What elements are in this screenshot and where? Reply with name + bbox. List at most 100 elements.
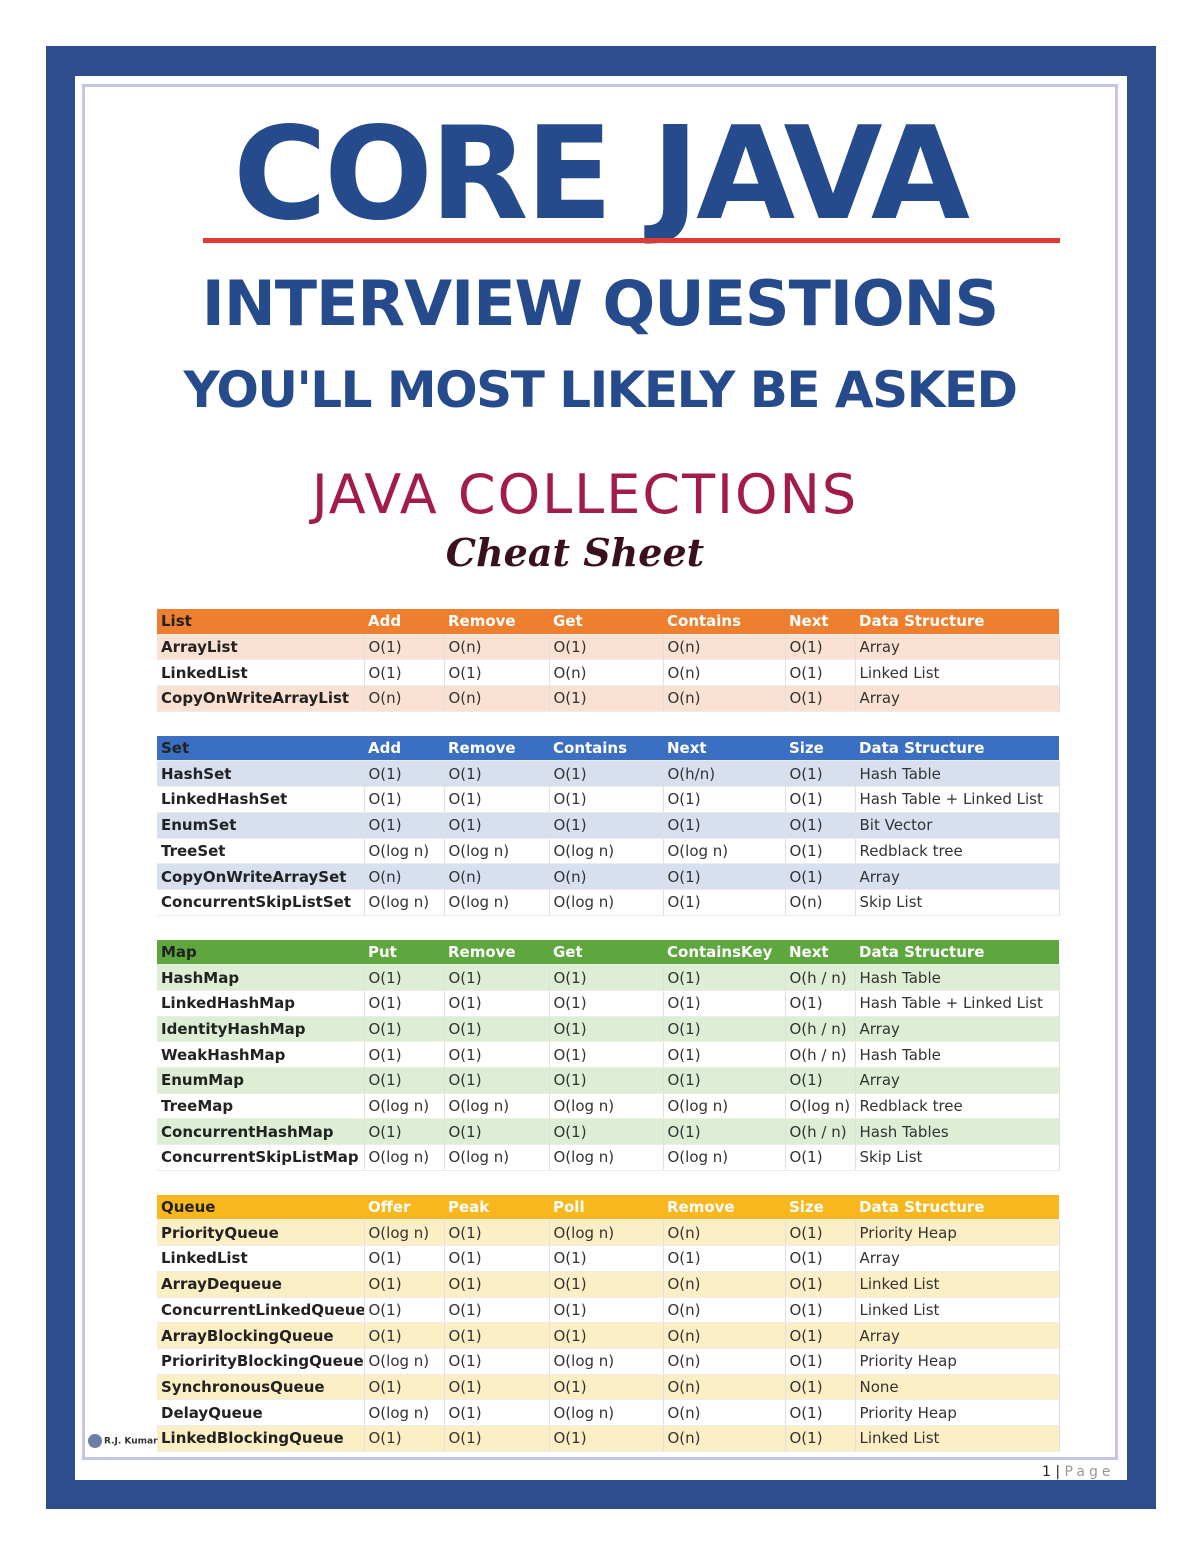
collection-name-cell: LinkedBlockingQueue xyxy=(157,1425,365,1452)
table-row: HashMap O(1) O(1) O(1) O(1) O(h / n) Hash Tabl… xyxy=(157,964,1060,991)
table-cell: O(1) xyxy=(549,1322,664,1349)
table-row: EnumMap O(1) O(1) O(1) O(1) O(1) Array xyxy=(157,1067,1060,1094)
list-header-cell: Add xyxy=(364,609,444,635)
table-cell: O(1) xyxy=(444,1041,550,1068)
table-cell: O(1) xyxy=(444,1016,550,1043)
table-cell: O(1) xyxy=(364,1118,445,1146)
table-row: WeakHashMap O(1) O(1) O(1) O(1) O(h / n) Hash … xyxy=(157,1041,1060,1068)
table-cell: O(1) xyxy=(444,1322,550,1349)
table-cell: O(1) xyxy=(364,1374,445,1401)
collection-name-cell: DelayQueue xyxy=(157,1399,365,1426)
table-cell: Redblack tree xyxy=(855,1093,1060,1120)
collection-name-cell: ConcurrentSkipListSet xyxy=(157,889,365,916)
table-row: LinkedList O(1) O(1) O(n) O(n) O(1) Linked Lis… xyxy=(157,659,1060,687)
collection-name-cell: PriorirityBlockingQueue xyxy=(157,1348,365,1375)
map-header-cell: Map xyxy=(157,939,364,966)
collection-name-cell: PriorityQueue xyxy=(157,1219,365,1247)
main-title: CORE JAVA xyxy=(233,100,970,249)
section-spacer xyxy=(157,1170,1059,1195)
table-cell: O(log n) xyxy=(549,889,664,916)
table-cell: O(n) xyxy=(663,685,786,712)
author-avatar-icon xyxy=(88,1434,102,1448)
table-row: CopyOnWriteArrayList O(n) O(n) O(1) O(n) O(1)… xyxy=(157,685,1060,712)
table-cell: O(1) xyxy=(785,1219,856,1247)
table-cell: O(1) xyxy=(785,1374,856,1401)
table-cell: O(log n) xyxy=(364,1348,445,1375)
table-cell: O(h / n) xyxy=(785,1016,856,1043)
table-cell: O(1) xyxy=(364,1041,445,1068)
set-header-cell: Add xyxy=(364,735,444,762)
table-cell: O(n) xyxy=(663,1374,786,1401)
map-header-cell: Next xyxy=(785,939,855,966)
queue-header-cell: Peak xyxy=(444,1194,549,1221)
table-cell: O(1) xyxy=(364,786,445,813)
collection-name-cell: ConcurrentSkipListMap xyxy=(157,1144,365,1171)
title-underline xyxy=(203,238,1060,243)
table-cell: O(1) xyxy=(785,786,856,813)
subtitle-most-likely: YOU'LL MOST LIKELY BE ASKED xyxy=(183,361,1018,419)
table-cell: O(1) xyxy=(549,964,664,991)
table-row: ConcurrentSkipListMap O(log n) O(log n) O(l… xyxy=(157,1144,1060,1171)
page-number: 1 xyxy=(1042,1464,1051,1480)
table-cell: Skip List xyxy=(855,889,1060,916)
table-cell: O(1) xyxy=(549,812,664,839)
set-header-cell: Contains xyxy=(549,735,663,762)
table-row: SynchronousQueue O(1) O(1) O(1) O(n) O(1) None xyxy=(157,1374,1060,1401)
table-cell: O(1) xyxy=(549,685,664,712)
table-cell: O(1) xyxy=(444,1245,550,1272)
table-row: IdentityHashMap O(1) O(1) O(1) O(1) O(h / n) A… xyxy=(157,1016,1060,1043)
table-cell: None xyxy=(855,1374,1060,1401)
table-cell: Linked List xyxy=(855,659,1060,687)
table-cell: O(log n) xyxy=(364,889,445,916)
table-cell: O(n) xyxy=(663,1399,786,1426)
table-cell: O(log n) xyxy=(444,1093,550,1120)
table-cell: O(1) xyxy=(785,863,856,890)
list-header-cell: Remove xyxy=(444,609,549,635)
table-cell: O(1) xyxy=(364,1297,445,1324)
section-spacer xyxy=(157,711,1059,736)
table-cell: O(1) xyxy=(364,1016,445,1043)
table-cell: O(1) xyxy=(444,990,550,1017)
collection-name-cell: EnumMap xyxy=(157,1067,365,1094)
table-cell: Hash Table xyxy=(855,964,1060,991)
table-cell: O(n) xyxy=(663,1297,786,1324)
table-row: LinkedHashMap O(1) O(1) O(1) O(1) O(1) Hash Ta… xyxy=(157,990,1060,1017)
table-cell: Priority Heap xyxy=(855,1348,1060,1375)
table-cell: O(1) xyxy=(785,1399,856,1426)
table-cell: O(log n) xyxy=(549,838,664,865)
table-cell: O(1) xyxy=(785,1297,856,1324)
table-cell: Priority Heap xyxy=(855,1219,1060,1247)
footer-separator: | xyxy=(1055,1464,1061,1480)
section-spacer xyxy=(157,915,1059,940)
table-cell: O(log n) xyxy=(663,1144,786,1171)
collection-name-cell: HashSet xyxy=(157,760,365,788)
cheat-table-body: List Add Remove Get Contains Next Data Structu… xyxy=(157,609,1060,1452)
table-cell: O(1) xyxy=(785,685,856,712)
table-cell: O(1) xyxy=(785,1245,856,1272)
table-cell: O(log n) xyxy=(549,1144,664,1171)
table-row: LinkedList O(1) O(1) O(1) O(1) O(1) Array xyxy=(157,1245,1060,1272)
table-cell: O(1) xyxy=(444,1219,550,1247)
collections-subtitle: Cheat Sheet xyxy=(445,530,705,575)
queue-header-cell: Poll xyxy=(549,1194,663,1221)
table-cell: O(n) xyxy=(444,685,550,712)
list-header-row: List Add Remove Get Contains Next Data Structu… xyxy=(157,609,1059,635)
table-row: ArrayDequeue O(1) O(1) O(1) O(n) O(1) Linked L… xyxy=(157,1271,1060,1298)
table-row: ConcurrentSkipListSet O(log n) O(log n) O(l… xyxy=(157,889,1060,916)
table-cell: O(h / n) xyxy=(785,1041,856,1068)
table-cell: O(1) xyxy=(364,1245,445,1272)
queue-header-cell: Remove xyxy=(663,1194,785,1221)
collections-cheat-table: List Add Remove Get Contains Next Data Structu… xyxy=(157,609,1060,1452)
table-cell: O(1) xyxy=(364,812,445,839)
collection-name-cell: LinkedList xyxy=(157,659,365,687)
table-cell: O(1) xyxy=(785,838,856,865)
table-cell: Hash Table xyxy=(855,760,1060,788)
set-header-row: Set Add Remove Contains Next Size Data Structu… xyxy=(157,735,1059,762)
set-header-cell: Size xyxy=(785,735,855,762)
table-cell: Hash Table xyxy=(855,1041,1060,1068)
table-cell: O(1) xyxy=(663,863,786,890)
table-cell: O(1) xyxy=(549,1297,664,1324)
table-cell: O(log n) xyxy=(364,1144,445,1171)
map-header-cell: Data Structure xyxy=(855,939,1059,966)
table-cell: O(1) xyxy=(785,760,856,788)
